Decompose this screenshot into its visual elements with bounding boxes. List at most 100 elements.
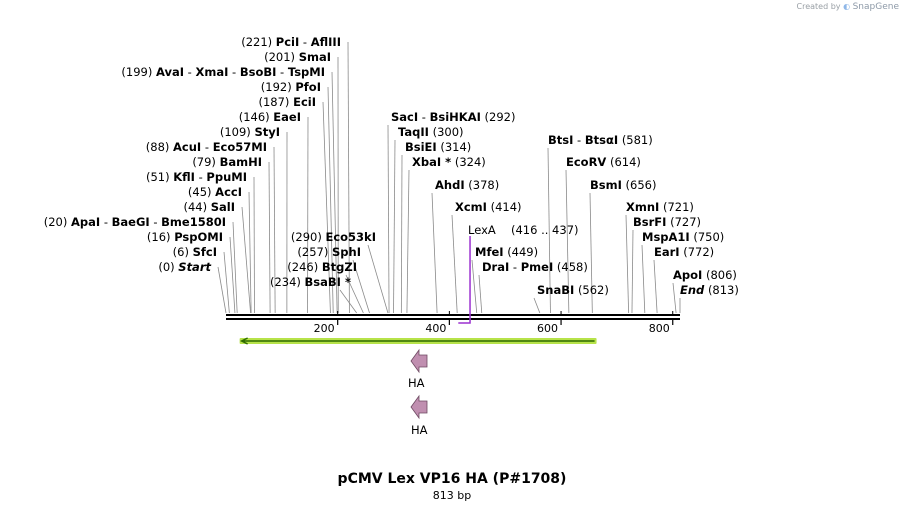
- site-label-ecii[interactable]: (187) EciI: [259, 95, 317, 109]
- site-label-sfci[interactable]: (6) SfcI: [173, 245, 217, 259]
- cut-position: (20): [44, 215, 68, 229]
- site-label-bsabi[interactable]: (234) BsaBI *: [270, 275, 351, 289]
- enzyme-name: DraI: [482, 260, 509, 274]
- enzyme-name: MspA1I: [642, 230, 690, 244]
- ruler-tick-label: 200: [314, 322, 335, 335]
- backbone: [226, 314, 680, 320]
- site-label-eaei[interactable]: (146) EaeI: [239, 110, 301, 124]
- enzyme-name: EaeI: [273, 110, 301, 124]
- site-label-pfoi[interactable]: (192) PfoI: [261, 80, 321, 94]
- site-label-pcii[interactable]: (221) PciI - AflIII: [241, 35, 341, 49]
- leader-acci: [248, 191, 252, 314]
- cut-position: (146): [239, 110, 270, 124]
- site-label-taqii[interactable]: TaqII (300): [398, 125, 464, 139]
- ha-feature-2[interactable]: HA: [410, 394, 428, 437]
- site-label-sali[interactable]: (44) SalI: [183, 200, 235, 214]
- site-label-avai[interactable]: (199) AvaI - XmaI - BsoBI - TspMI: [121, 65, 325, 79]
- ruler-tick-label: 800: [649, 322, 670, 335]
- cut-position: (721): [663, 200, 694, 214]
- cut-position: (292): [485, 110, 516, 124]
- leader-bsmi: [589, 192, 593, 314]
- leader-pfoi: [327, 86, 334, 314]
- enzyme-name: Eco53kI: [325, 230, 376, 244]
- site-label-btgzi[interactable]: (246) BtgZI: [287, 260, 357, 274]
- site-label-mspa1i[interactable]: MspA1I (750): [642, 230, 724, 244]
- enzyme-name: AhdI: [435, 178, 465, 192]
- site-label-end[interactable]: End (813): [680, 283, 739, 297]
- credit-prefix: Created by: [796, 2, 841, 11]
- cut-position: (221): [241, 35, 272, 49]
- cut-position: (458): [557, 260, 588, 274]
- cut-position: (45): [188, 185, 212, 199]
- site-label-styi[interactable]: (109) StyI: [220, 125, 280, 139]
- site-label-xcmi[interactable]: XcmI (414): [455, 200, 522, 214]
- enzyme-name: PfoI: [295, 80, 321, 94]
- leader-avai: [331, 71, 338, 314]
- site-label-start[interactable]: (0) Start: [158, 260, 211, 274]
- enzyme-name: TaqII: [398, 125, 429, 139]
- site-label-mfei[interactable]: MfeI (449): [475, 245, 538, 259]
- cut-position: (750): [693, 230, 724, 244]
- site-label-xmni[interactable]: XmnI (721): [626, 200, 694, 214]
- orf-arrow[interactable]: [239, 337, 597, 345]
- site-label-ahdi[interactable]: AhdI (378): [435, 178, 499, 192]
- enzyme-name: AccI: [215, 185, 242, 199]
- site-label-kfli[interactable]: (51) KflI - PpuMI: [146, 170, 247, 184]
- credit-brand: SnapGene: [852, 2, 899, 12]
- site-label-acui[interactable]: (88) AcuI - Eco57MI: [146, 140, 267, 154]
- site-label-pspomi[interactable]: (16) PspOMI: [147, 230, 223, 244]
- enzyme-name: SnaBI: [537, 283, 574, 297]
- enzyme-name: BsiHKAI: [430, 110, 481, 124]
- enzyme-name: EcoRV: [566, 155, 606, 169]
- ha-feature-1[interactable]: HA: [408, 348, 428, 390]
- site-label-drai[interactable]: DraI - PmeI (458): [482, 260, 588, 274]
- site-label-sphi[interactable]: (257) SphI: [297, 245, 361, 259]
- site-label-apai[interactable]: (20) ApaI - BaeGI - Bme1580I: [44, 215, 226, 229]
- site-label-acci[interactable]: (45) AccI: [188, 185, 242, 199]
- ruler-ticks: 200 400 600 800: [314, 311, 674, 335]
- enzyme-name: PpuMI: [206, 170, 247, 184]
- site-label-saci[interactable]: SacI - BsiHKAI (292): [391, 110, 515, 124]
- site-label-smai[interactable]: (201) SmaI: [264, 50, 331, 64]
- site-label-snabi[interactable]: SnaBI (562): [537, 283, 609, 297]
- cut-position: (727): [670, 215, 701, 229]
- cut-position: (562): [578, 283, 609, 297]
- leader-bamhi: [268, 161, 271, 314]
- leader-taqii: [393, 139, 396, 314]
- enzyme-name: ApaI: [71, 215, 100, 229]
- enzyme-name: SalI: [211, 200, 235, 214]
- site-label-bamhi[interactable]: (79) BamHI: [192, 155, 262, 169]
- ruler-tick-label: 600: [537, 322, 558, 335]
- leader-apai: [232, 221, 238, 314]
- leader-ahdi: [431, 192, 438, 314]
- cut-position: (414): [491, 200, 522, 214]
- leader-snabi: [533, 297, 541, 314]
- enzyme-name: SacI: [391, 110, 418, 124]
- site-label-eari[interactable]: EarI (772): [654, 245, 714, 259]
- snapgene-credit: Created by ◐ SnapGene: [797, 2, 900, 12]
- site-label-bsiei[interactable]: BsiEI (314): [405, 140, 471, 154]
- cut-position: (290): [291, 230, 322, 244]
- ha-arrow-left-icon: [410, 394, 428, 420]
- site-label-ecorv[interactable]: EcoRV (614): [566, 155, 641, 169]
- site-label-btsi[interactable]: BtsI - BtsαI (581): [548, 133, 653, 147]
- cut-position: (201): [264, 50, 295, 64]
- site-label-bsrfi[interactable]: BsrFI (727): [633, 215, 701, 229]
- ha-label-1: HA: [408, 376, 425, 390]
- lexa-bracket: [458, 236, 471, 324]
- site-label-apoi[interactable]: ApoI (806): [673, 268, 737, 282]
- site-label-eco53ki[interactable]: (290) Eco53kI: [291, 230, 376, 244]
- lexa-feature[interactable]: LexA (416 .. 437): [458, 223, 579, 324]
- site-label-xbai[interactable]: XbaI * (324): [412, 155, 486, 169]
- cut-position: (187): [259, 95, 290, 109]
- leader-sphi: [352, 259, 370, 314]
- site-label-bsmi[interactable]: BsmI (656): [590, 178, 656, 192]
- enzyme-name: BsaBI: [305, 275, 341, 289]
- cut-position: (449): [507, 245, 538, 259]
- enzyme-name: BaeGI: [112, 215, 150, 229]
- cut-position: (44): [183, 200, 207, 214]
- leader-pcii: [347, 41, 350, 314]
- site-labels: (221) PciI - AflIII(201) SmaI(199) AvaI …: [44, 35, 739, 297]
- leader-sfci: [223, 251, 230, 314]
